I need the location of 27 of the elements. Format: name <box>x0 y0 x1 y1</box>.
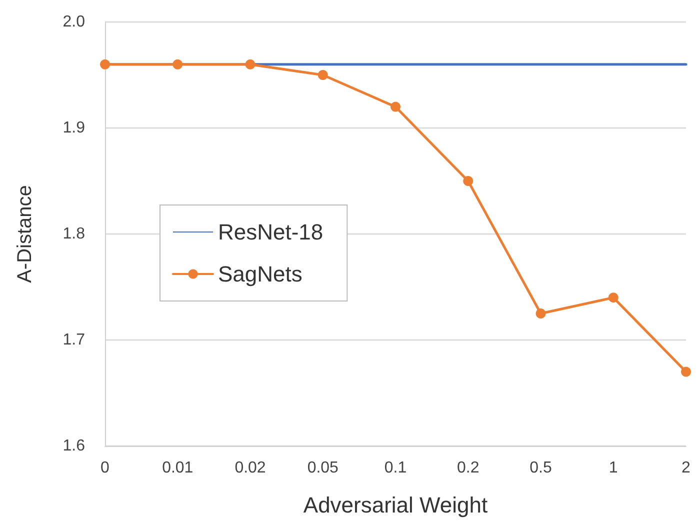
point <box>172 59 183 70</box>
y-tick-label: 1.7 <box>62 332 86 348</box>
y-tick-label: 1.6 <box>62 438 86 454</box>
point <box>536 308 546 318</box>
y-tick-label: 1.8 <box>62 226 86 242</box>
y-axis-title: A-Distance <box>14 185 36 283</box>
legend-label: ResNet-18 <box>218 220 324 244</box>
x-tick-label: 0.2 <box>457 460 480 476</box>
y-tick-label: 2.0 <box>62 14 86 30</box>
x-tick-label: 0.01 <box>162 460 194 476</box>
x-tick-label: 2 <box>682 460 691 476</box>
x-tick-label: 0.02 <box>234 460 266 476</box>
point <box>100 59 110 70</box>
point <box>318 70 328 80</box>
x-tick-label: 0.5 <box>530 460 552 476</box>
x-axis-title: Adversarial Weight <box>303 492 488 518</box>
x-tick-label: 1 <box>608 460 618 476</box>
point <box>681 366 691 377</box>
x-tick-label: 0 <box>100 460 110 476</box>
point <box>390 102 400 112</box>
x-tick-label: 0.1 <box>384 460 407 476</box>
point <box>463 176 474 186</box>
point <box>608 292 618 303</box>
legend-label: SagNets <box>218 262 302 286</box>
y-tick-label: 1.9 <box>62 120 86 136</box>
x-tick-label: 0.05 <box>307 460 339 476</box>
point <box>245 59 256 70</box>
